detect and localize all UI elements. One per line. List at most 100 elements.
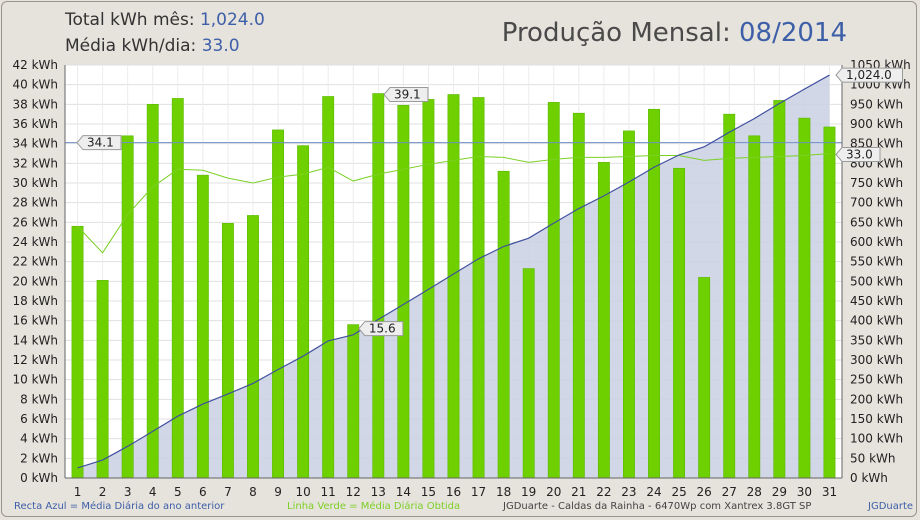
daily-production-bar: [397, 105, 410, 479]
daily-production-bar: [723, 113, 736, 479]
daily-production-bar: [522, 268, 535, 479]
daily-production-bar: [247, 215, 259, 479]
average-callout: 33.0: [835, 147, 881, 162]
x-tick-label: 13: [371, 485, 386, 499]
y-left-tick-label: 40 kWh: [12, 78, 58, 92]
daily-production-bar: [673, 167, 686, 479]
x-tick-label: 28: [747, 485, 762, 499]
x-tick-label: 12: [346, 485, 361, 499]
y-left-tick-label: 34 kWh: [12, 137, 58, 151]
x-tick-label: 26: [697, 485, 712, 499]
x-tick-label: 5: [174, 485, 182, 499]
average-line: [77, 153, 830, 254]
average-callout-text: 33.0: [846, 148, 873, 162]
daily-production-bar: [221, 223, 234, 479]
x-tick-label: 10: [295, 485, 310, 499]
y-right-tick-label: 50 kWh: [850, 451, 896, 465]
x-tick-label: 8: [249, 485, 257, 499]
daily-production-bar: [623, 130, 635, 479]
daily-production-bar: [572, 112, 585, 479]
daily-production-bar: [748, 135, 761, 479]
x-tick-label: 20: [546, 485, 561, 499]
daily-production-bar: [322, 96, 335, 479]
y-right-tick-label: 100 kWh: [850, 432, 903, 446]
y-left-tick-label: 36 kWh: [12, 117, 58, 131]
y-left-tick-label: 30 kWh: [12, 176, 58, 190]
daily-average: Média kWh/dia: 33.0: [65, 36, 240, 56]
min-callout-text: 15.6: [369, 322, 396, 336]
daily-production-bar: [272, 129, 284, 479]
y-left-tick-label: 16 kWh: [12, 314, 58, 328]
y-right-tick-label: 150 kWh: [850, 412, 903, 426]
x-tick-label: 27: [722, 485, 737, 499]
credit-note: JGDuarte: [868, 501, 914, 512]
monthly-total: Total kWh mês: 1,024.0: [65, 10, 265, 30]
x-tick-label: 31: [822, 485, 837, 499]
daily-average-label: Média kWh/dia:: [65, 36, 197, 56]
y-left-tick-label: 8 kWh: [20, 392, 58, 406]
y-left-tick-label: 32 kWh: [12, 156, 58, 170]
daily-production-bar: [597, 162, 610, 479]
y-right-tick-label: 250 kWh: [850, 373, 903, 387]
daily-production-bar: [447, 94, 460, 479]
y-right-tick-label: 750 kWh: [850, 176, 903, 190]
max-callout-text: 39.1: [394, 88, 421, 102]
x-tick-label: 19: [521, 485, 536, 499]
y-right-tick-label: 300 kWh: [850, 353, 903, 367]
min-callout: 15.6: [358, 321, 404, 337]
x-tick-label: 22: [596, 485, 611, 499]
reference-callout-text: 34.1: [87, 136, 114, 150]
x-tick-label: 25: [671, 485, 686, 499]
daily-production-bar: [71, 225, 84, 479]
system-note: JGDuarte - Caldas da Rainha - 6470Wp com…: [503, 501, 812, 512]
min-callout-shape: [358, 321, 404, 337]
reference-callout: 34.1: [76, 135, 122, 151]
chart-title-period: 08/2014: [738, 18, 847, 48]
y-left-tick-label: 0 kWh: [20, 471, 58, 485]
monthly-total-label: Total kWh mês:: [65, 10, 195, 30]
x-tick-label: 21: [571, 485, 586, 499]
x-tick-label: 15: [421, 485, 436, 499]
y-left-tick-label: 26 kWh: [12, 215, 58, 229]
y-left-tick-label: 20 kWh: [12, 274, 58, 288]
average-callout-shape: [835, 147, 881, 162]
daily-production-bar: [698, 277, 711, 479]
cumulative-line: [77, 74, 830, 469]
daily-production-bar: [472, 97, 485, 479]
y-left-tick-label: 10 kWh: [12, 373, 58, 387]
total-callout: 1,024.0: [835, 67, 903, 83]
daily-production-bar: [146, 104, 159, 479]
y-left-tick-label: 28 kWh: [12, 196, 58, 210]
total-callout-shape: [835, 67, 903, 83]
x-tick-label: 2: [99, 485, 107, 499]
chart-title-label: Produção Mensal:: [501, 18, 731, 48]
chart-title: Produção Mensal: 08/2014: [502, 18, 847, 48]
daily-production-bar: [96, 280, 109, 479]
green-line-note: Linha Verde = Média Diária Obtida: [287, 501, 461, 512]
daily-production-bar: [798, 117, 811, 479]
x-tick-label: 11: [321, 485, 336, 499]
y-right-tick-label: 450 kWh: [850, 294, 903, 308]
y-right-tick-label: 200 kWh: [850, 392, 903, 406]
x-tick-label: 3: [124, 485, 132, 499]
x-tick-label: 18: [496, 485, 511, 499]
daily-production-bar: [121, 135, 134, 479]
daily-production-bar: [823, 126, 836, 479]
x-tick-label: 17: [471, 485, 486, 499]
daily-average-value: 33.0: [201, 36, 240, 56]
x-tick-label: 23: [621, 485, 636, 499]
y-right-tick-label: 600 kWh: [850, 235, 903, 249]
daily-production-bar: [648, 108, 660, 479]
y-left-tick-label: 42 kWh: [12, 58, 58, 72]
x-tick-label: 29: [772, 485, 787, 499]
reference-callout-shape: [76, 135, 122, 151]
y-left-tick-label: 18 kWh: [12, 294, 58, 308]
y-left-tick-label: 38 kWh: [12, 97, 58, 111]
y-right-tick-label: 650 kWh: [850, 215, 903, 229]
y-right-tick-label: 350 kWh: [850, 333, 903, 347]
y-right-tick-label: 550 kWh: [850, 255, 903, 269]
y-left-tick-label: 2 kWh: [20, 451, 58, 465]
x-tick-label: 4: [149, 485, 157, 499]
total-callout-text: 1,024.0: [846, 68, 892, 82]
